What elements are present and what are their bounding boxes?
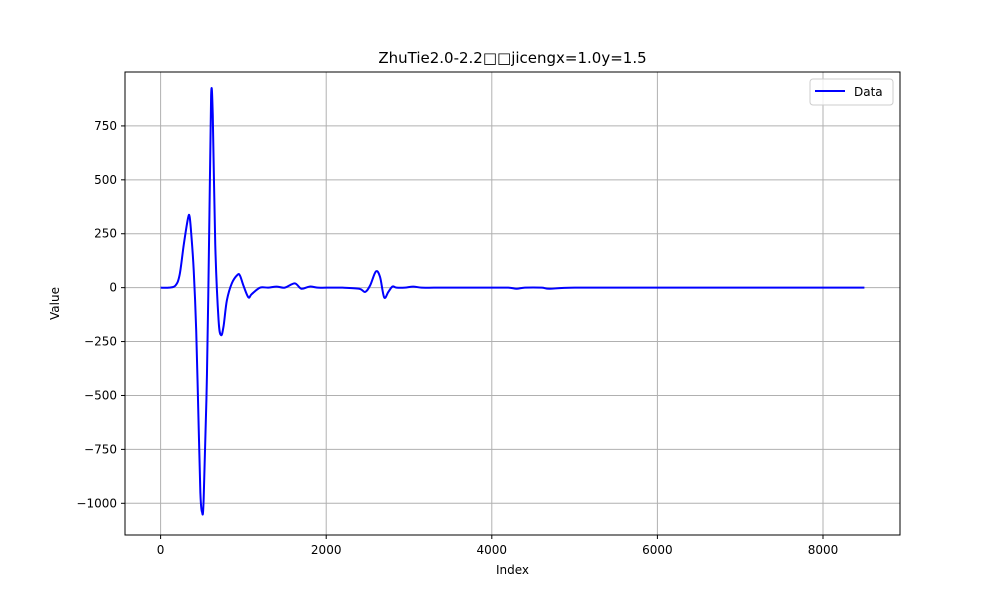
x-axis-ticks: 0 2000 4000 6000 8000 [157, 535, 838, 557]
x-tick-label: 0 [157, 543, 165, 557]
x-tick-label: 4000 [477, 543, 508, 557]
x-tick-label: 6000 [642, 543, 673, 557]
y-tick-label: 750 [94, 119, 117, 133]
y-axis-label: Value [48, 287, 62, 320]
y-tick-label: 0 [109, 281, 117, 295]
y-tick-label: −500 [84, 388, 117, 402]
series-line-data [160, 87, 865, 516]
x-tick-label: 8000 [808, 543, 839, 557]
plot-area-frame [124, 71, 901, 536]
y-tick-label: −750 [84, 442, 117, 456]
y-tick-label: −1000 [76, 496, 117, 510]
y-tick-label: 500 [94, 173, 117, 187]
y-tick-label: 250 [94, 227, 117, 241]
chart-title: ZhuTie2.0-2.2□□jicengx=1.0y=1.5 [378, 49, 646, 67]
y-tick-label: −250 [84, 335, 117, 349]
legend-box [809, 78, 894, 106]
x-tick-label: 2000 [311, 543, 342, 557]
series-layer [160, 87, 865, 516]
y-axis-ticks: −1000 −750 −500 −250 0 250 500 750 [76, 119, 125, 510]
legend: Data [809, 78, 894, 106]
x-axis-label: Index [496, 563, 529, 577]
legend-label: Data [854, 85, 883, 99]
